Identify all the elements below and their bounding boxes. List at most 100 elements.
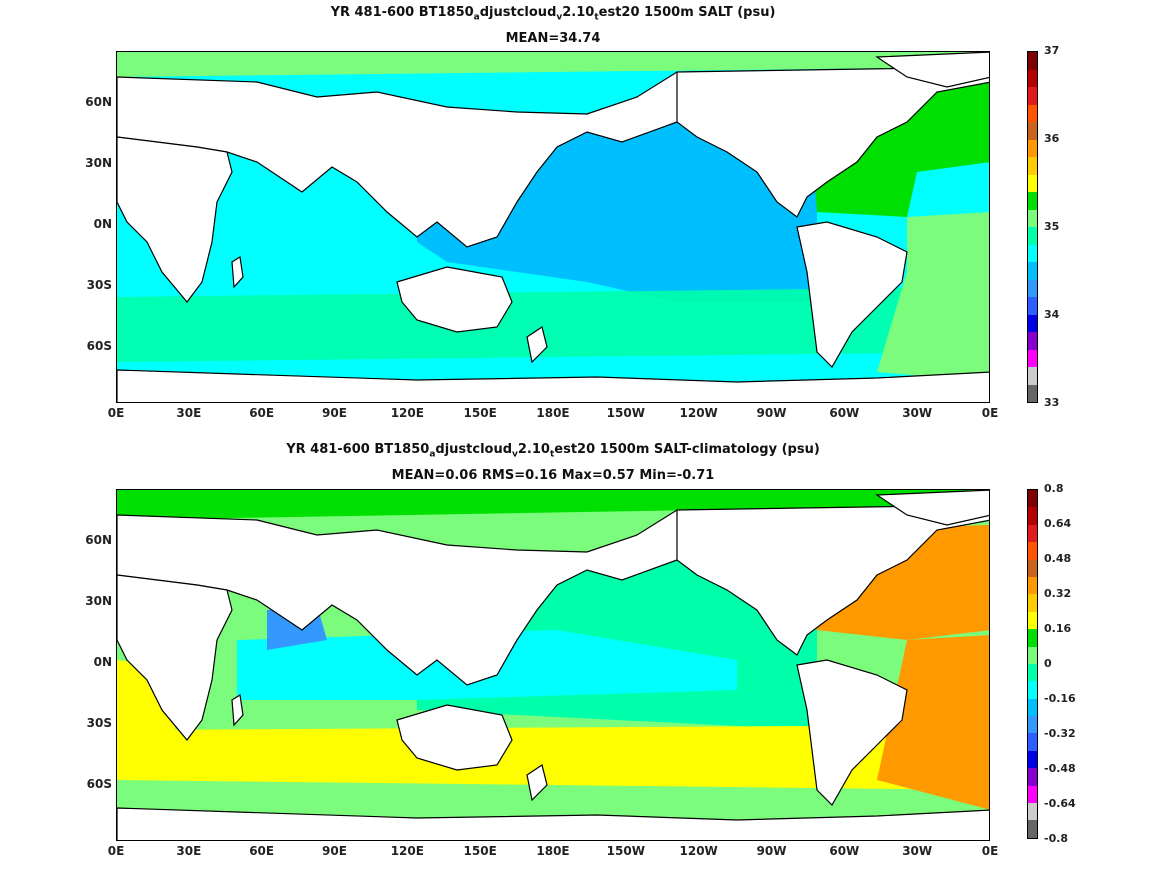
x-tick-label: 0E: [981, 406, 999, 420]
x-tick-label: 0E: [107, 844, 125, 858]
colorbar-swatch: [1028, 646, 1037, 664]
colorbar-swatch: [1028, 227, 1037, 245]
x-tick-label: 90E: [322, 844, 347, 858]
y-tick-label: 30N: [85, 593, 112, 608]
colorbar-swatch: [1028, 384, 1037, 402]
panel-anomaly: YR 481-600 BT1850adjustcloudv2.10test20 …: [0, 437, 1167, 875]
panel-title: YR 481-600 BT1850adjustcloudv2.10test20 …: [330, 5, 776, 23]
land-s-america: [796, 221, 908, 368]
y-tick-label: 60N: [85, 533, 112, 548]
x-tick-label: 120W: [679, 844, 718, 858]
colorbar-swatch: [1028, 629, 1037, 647]
colorbar-swatch: [1028, 174, 1037, 192]
colorbar-swatch: [1028, 139, 1037, 157]
land-antarctica: [117, 369, 989, 402]
x-tick-label: 120W: [679, 406, 718, 420]
colorbar-label: 0.64: [1044, 517, 1072, 530]
y-tick-label: 0N: [93, 216, 112, 231]
anomaly-map: [116, 489, 990, 841]
s-atlantic-field: [877, 212, 989, 382]
colorbar-swatch: [1028, 209, 1037, 227]
colorbar-label: -0.32: [1044, 727, 1076, 740]
colorbar-swatch: [1028, 69, 1037, 87]
x-tick-label: 0E: [981, 844, 999, 858]
x-tick-label: 90W: [756, 844, 787, 858]
land-n-america: [676, 66, 989, 218]
colorbar-swatch: [1028, 750, 1037, 769]
colorbar-label: 34: [1044, 308, 1060, 321]
land-new-zealand: [526, 326, 548, 364]
colorbar-swatch: [1028, 698, 1037, 717]
colorbar: [1027, 489, 1038, 839]
colorbar-swatch: [1028, 803, 1037, 821]
colorbar-swatch: [1028, 524, 1037, 543]
x-tick-label: 30W: [902, 406, 933, 420]
colorbar-swatch: [1028, 611, 1037, 630]
salinity-map: [116, 51, 990, 403]
colorbar-swatch: [1028, 332, 1037, 350]
x-tick-label: 180E: [536, 844, 570, 858]
colorbar-swatch: [1028, 314, 1037, 332]
colorbar-swatch: [1028, 542, 1037, 560]
colorbar-swatch: [1028, 768, 1037, 786]
colorbar-label: 37: [1044, 44, 1060, 57]
x-tick-label: 150W: [606, 844, 645, 858]
land-madagascar: [231, 694, 244, 727]
colorbar-swatch: [1028, 192, 1037, 210]
land-australia: [396, 266, 513, 333]
land-africa: [117, 136, 233, 303]
colorbar-swatch: [1028, 104, 1037, 122]
x-tick-label: 150W: [606, 406, 645, 420]
colorbar-label: 33: [1044, 396, 1060, 409]
x-tick-label: 60E: [249, 406, 275, 420]
land-new-zealand: [526, 764, 548, 802]
southern-band: [117, 287, 989, 362]
colorbar-label: -0.8: [1044, 832, 1069, 845]
x-tick-label: 60E: [249, 844, 275, 858]
colorbar-swatch: [1028, 576, 1037, 595]
colorbar-label: -0.64: [1044, 797, 1076, 810]
colorbar-label: 0.48: [1044, 552, 1072, 565]
arctic-field: [117, 52, 989, 77]
panel-subtitle: MEAN=0.06 RMS=0.16 Max=0.57 Min=-0.71: [391, 468, 715, 483]
colorbar-swatch: [1028, 244, 1037, 262]
land-madagascar: [231, 256, 244, 289]
y-tick-label: 30S: [86, 715, 112, 730]
colorbar-swatch: [1028, 507, 1037, 525]
colorbar-swatch: [1028, 279, 1037, 297]
x-tick-label: 120E: [390, 844, 424, 858]
x-tick-label: 30W: [902, 844, 933, 858]
southern-yellow-band: [117, 725, 989, 790]
colorbar-label: 0.8: [1044, 482, 1064, 495]
x-tick-label: 120E: [390, 406, 424, 420]
x-tick-label: 60W: [829, 844, 860, 858]
y-tick-label: 60S: [86, 777, 112, 792]
y-tick-label: 60S: [86, 339, 112, 354]
se-atlantic-yellow-field: [117, 660, 177, 740]
s-atlantic-warm-field: [877, 635, 989, 810]
colorbar-swatch: [1028, 349, 1037, 367]
land-eurasia: [117, 71, 698, 248]
x-tick-label: 30E: [176, 406, 202, 420]
x-tick-label: 60W: [829, 406, 860, 420]
y-tick-label: 30S: [86, 277, 112, 292]
panel-title: YR 481-600 BT1850adjustcloudv2.10test20 …: [286, 442, 820, 460]
colorbar-swatch: [1028, 52, 1037, 70]
land-australia: [396, 704, 513, 771]
colorbar-swatch: [1028, 785, 1037, 804]
x-tick-label: 0E: [107, 406, 125, 420]
colorbar-swatch: [1028, 367, 1037, 385]
colorbar-swatch: [1028, 87, 1037, 105]
colorbar-swatch: [1028, 157, 1037, 175]
arctic-field: [117, 490, 989, 520]
colorbar-label: 35: [1044, 220, 1060, 233]
x-tick-label: 90E: [322, 406, 347, 420]
panel-subtitle: MEAN=34.74: [505, 31, 601, 46]
x-tick-label: 30E: [176, 844, 202, 858]
colorbar-swatch: [1028, 262, 1037, 280]
x-tick-label: 180E: [536, 406, 570, 420]
colorbar-label: 0: [1044, 657, 1052, 670]
colorbar-label: 0.16: [1044, 622, 1072, 635]
colorbar-swatch: [1028, 733, 1037, 751]
land-africa: [117, 574, 233, 741]
